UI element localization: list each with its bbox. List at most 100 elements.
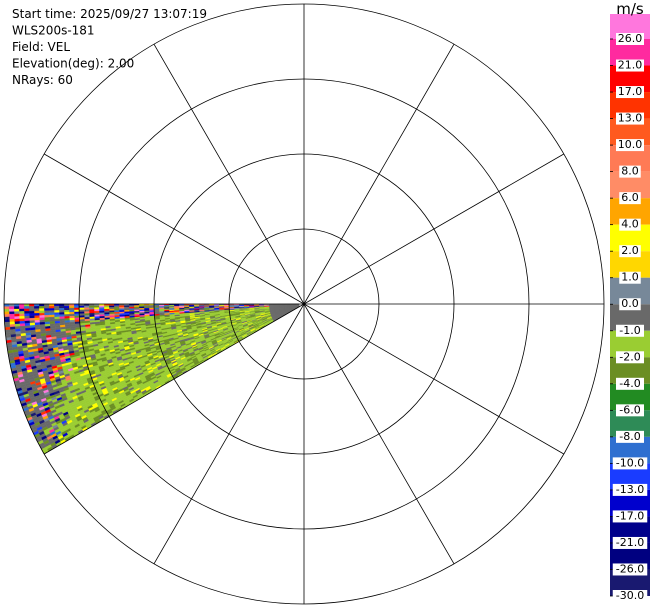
- colorbar-label-bg: [619, 165, 641, 178]
- colorbar-label: -4.0: [619, 377, 640, 390]
- radar-gate: [3, 306, 10, 310]
- radar-gate: [9, 316, 15, 320]
- radar-gate: [29, 313, 35, 317]
- colorbar-label-bg: [612, 457, 648, 470]
- radar-gate: [8, 306, 15, 310]
- colorbar-label: 0.0: [621, 297, 639, 310]
- radar-gate: [58, 308, 65, 311]
- radar-gate: [68, 309, 75, 313]
- radar-gate: [48, 308, 55, 311]
- radar-gate: [68, 307, 75, 311]
- radar-gate: [9, 324, 16, 328]
- radar-gate: [33, 308, 40, 312]
- radar-gate: [58, 312, 65, 315]
- colorbar-label-bg: [616, 404, 644, 417]
- header-line: Start time: 2025/09/27 13:07:19: [12, 7, 207, 21]
- radar-gate: [9, 313, 15, 318]
- radar-gate: [98, 305, 105, 308]
- colorbar-label: 26.0: [618, 32, 643, 45]
- radar-gate: [108, 305, 115, 308]
- radar-gate: [53, 308, 60, 311]
- radar-gate: [43, 310, 50, 314]
- radar-gate: [78, 305, 85, 309]
- azimuth-spoke: [303, 153, 565, 305]
- radar-gate: [54, 312, 60, 316]
- radar-gate: [48, 310, 55, 314]
- radar-gate: [108, 307, 115, 310]
- radar-gate: [28, 310, 35, 314]
- colorbar-label: -8.0: [619, 430, 640, 443]
- radar-gate: [63, 310, 70, 313]
- colorbar-unit: m/s: [616, 0, 644, 18]
- colorbar-label: 8.0: [621, 165, 639, 178]
- radar-gate: [58, 305, 65, 309]
- radar-gate: [93, 309, 100, 312]
- colorbar-label: 13.0: [618, 112, 643, 125]
- radar-gate: [103, 305, 110, 308]
- radar-gate: [4, 316, 10, 320]
- radar-gate: [4, 319, 10, 323]
- radar-gate: [118, 306, 125, 309]
- radar-gate: [24, 320, 30, 324]
- radar-gate: [23, 311, 30, 314]
- radar-gate: [28, 306, 35, 309]
- radar-gate: [3, 311, 10, 315]
- radar-gate: [78, 307, 85, 311]
- colorbar-label-bg: [616, 139, 644, 152]
- colorbar-label: -6.0: [619, 403, 640, 416]
- colorbar-label: 2.0: [621, 244, 639, 257]
- range-grid: [3, 3, 605, 605]
- colorbar-label: 10.0: [618, 138, 643, 151]
- radar-gate: [118, 305, 125, 308]
- radar-gate: [49, 314, 55, 318]
- header-line: NRays: 60: [12, 73, 73, 87]
- radar-gate: [113, 308, 120, 311]
- radar-gate: [73, 307, 80, 311]
- radar-gate: [123, 305, 130, 308]
- radar-gate: [38, 306, 45, 309]
- radar-gate: [38, 308, 45, 312]
- colorbar-label: 4.0: [621, 218, 639, 231]
- radar-gate: [3, 308, 10, 313]
- radar-gate: [113, 305, 120, 308]
- radar-gate: [163, 305, 170, 307]
- radar-gate: [34, 313, 40, 316]
- radar-gate: [63, 307, 70, 311]
- radar-gate: [24, 318, 30, 322]
- colorbar-label: 17.0: [618, 85, 643, 98]
- radar-gate: [14, 313, 20, 317]
- radar-gate: [13, 311, 20, 315]
- colorbar-label: 1.0: [621, 271, 639, 284]
- radar-gate: [38, 310, 45, 314]
- colorbar-label-bg: [616, 86, 644, 99]
- radar-gate: [13, 306, 20, 310]
- radar-gate: [14, 318, 20, 322]
- radar-gate: [128, 305, 135, 308]
- radar-gate: [33, 310, 40, 314]
- colorbar-label-bg: [612, 563, 648, 576]
- colorbar-label-bg: [616, 33, 644, 45]
- radar-gate: [28, 308, 35, 312]
- colorbar-label: -1.0: [619, 324, 640, 337]
- radar-gate: [74, 313, 80, 317]
- azimuth-spoke: [303, 303, 455, 565]
- radar-gate: [49, 312, 55, 316]
- radar-gate: [128, 306, 135, 309]
- radar-gate: [88, 307, 95, 310]
- radar-gate: [103, 307, 110, 310]
- radar-gate: [18, 306, 25, 310]
- colorbar-label: 21.0: [618, 59, 643, 72]
- azimuth-spoke: [303, 303, 565, 455]
- radar-gate: [4, 314, 10, 318]
- colorbar-label-bg: [616, 112, 644, 125]
- radar-gate: [123, 306, 130, 309]
- colorbar-label-bg: [619, 192, 641, 205]
- radar-gate: [23, 308, 30, 312]
- azimuth-spoke: [153, 303, 305, 565]
- colorbar-label-bg: [619, 298, 641, 311]
- radar-gate: [43, 308, 50, 311]
- radar-gate: [93, 305, 100, 308]
- radar-gate: [68, 305, 75, 309]
- colorbar-label-bg: [612, 510, 648, 523]
